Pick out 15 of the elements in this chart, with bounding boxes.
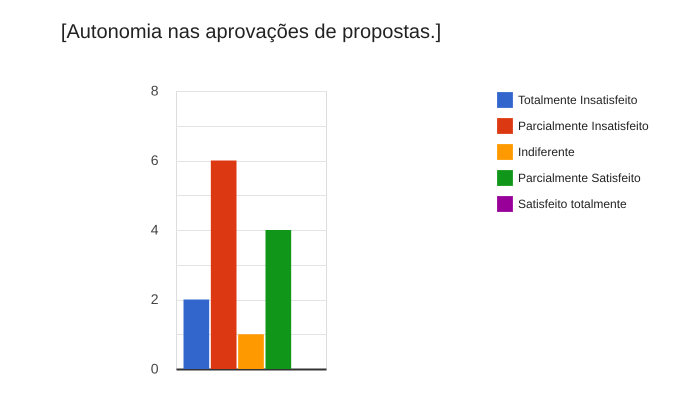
legend-label: Indiferente <box>518 145 576 159</box>
y-tick-label: 0 <box>150 360 159 376</box>
y-tick-label: 2 <box>150 291 159 307</box>
y-tick-label: 4 <box>150 222 159 238</box>
y-tick-label: 6 <box>150 152 159 168</box>
legend-label: Parcialmente Insatisfeito <box>518 119 650 133</box>
bar <box>184 300 210 369</box>
y-tick-label: 8 <box>150 82 159 98</box>
legend-label: Satisfeito totalmente <box>518 197 628 211</box>
bar <box>265 230 292 369</box>
bar <box>210 160 237 369</box>
chart-title: [Autonomia nas aprovações de propostas.] <box>60 21 442 43</box>
legend-label: Parcialmente Satisfeito <box>518 171 642 185</box>
bar <box>238 334 264 369</box>
legend-label: Totalmente Insatisfeito <box>518 93 638 107</box>
